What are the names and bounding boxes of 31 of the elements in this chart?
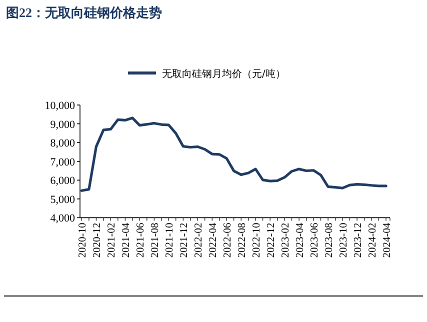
x-tick-label: 2021-08 bbox=[150, 222, 162, 258]
x-tick-label: 2021-06 bbox=[136, 222, 147, 258]
x-tick-label: 2022-04 bbox=[208, 222, 220, 258]
x-tick-label: 2021-12 bbox=[179, 222, 190, 258]
x-tick-label: 2023-06 bbox=[310, 222, 321, 258]
y-tick-label: 8,000 bbox=[50, 138, 76, 150]
x-tick-label: 2023-12 bbox=[353, 222, 364, 258]
title: 图22：无取向硅钢价格走势 bbox=[6, 5, 162, 20]
x-tick-label: 2023-02 bbox=[280, 222, 292, 258]
y-tick-label: 6,000 bbox=[50, 175, 76, 188]
x-tick-label: 2021-04 bbox=[121, 222, 132, 258]
x-tick-label: 2021-02 bbox=[106, 222, 118, 258]
x-tick-label: 2024-04 bbox=[382, 222, 393, 258]
y-tick-label: 4,000 bbox=[50, 212, 76, 225]
x-tick-label: 2021-10 bbox=[164, 222, 176, 258]
x-tick-label: 2022-08 bbox=[237, 222, 248, 258]
x-tick-label: 2022-12 bbox=[266, 222, 278, 258]
x-tick-label: 2020-10 bbox=[78, 222, 89, 258]
legend-label: 无取向硅钢月均价（元/吨） bbox=[162, 68, 286, 80]
x-tick-label: 2020-12 bbox=[92, 222, 104, 258]
x-tick-label: 2023-04 bbox=[295, 222, 306, 258]
y-tick-label: 7,000 bbox=[50, 156, 76, 168]
y-tick-label: 10,000 bbox=[44, 100, 76, 112]
y-tick-label: 9,000 bbox=[50, 118, 76, 131]
x-tick-label: 2022-02 bbox=[194, 222, 205, 258]
x-tick-label: 2022-10 bbox=[252, 222, 263, 258]
x-tick-label: 2023-10 bbox=[338, 222, 350, 258]
y-tick-label: 5,000 bbox=[50, 194, 76, 206]
x-tick-label: 2022-06 bbox=[222, 222, 234, 258]
x-tick-label: 2024-02 bbox=[368, 222, 379, 258]
x-tick-label: 2023-08 bbox=[324, 222, 336, 258]
